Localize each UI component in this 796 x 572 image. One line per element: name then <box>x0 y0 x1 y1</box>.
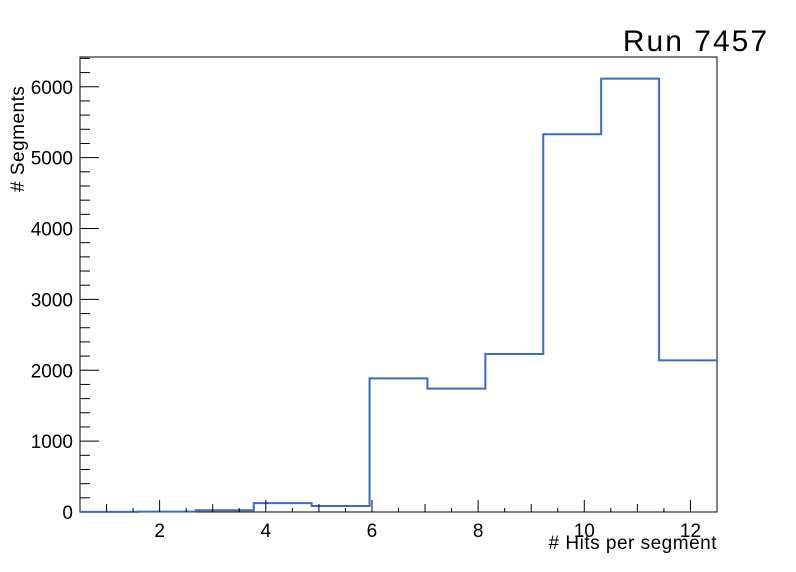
y-tick-label: 2000 <box>31 361 73 382</box>
y-tick-label: 0 <box>62 503 73 524</box>
x-tick-label: 10 <box>574 521 595 542</box>
y-tick-label: 5000 <box>31 149 73 170</box>
x-tick-label: 12 <box>680 521 701 542</box>
y-axis-title: # Segments <box>8 85 29 192</box>
x-tick-label: 8 <box>473 521 484 542</box>
y-tick-label: 3000 <box>31 290 73 311</box>
y-tick-label: 6000 <box>31 78 73 99</box>
x-axis-title: # Hits per segment <box>548 533 717 554</box>
x-tick-label: 4 <box>261 521 272 542</box>
plot-title: Run 7457 <box>622 25 769 58</box>
x-tick-label: 6 <box>367 521 378 542</box>
x-tick-label: 2 <box>154 521 165 542</box>
y-tick-label: 1000 <box>31 432 73 453</box>
histogram-line <box>80 77 717 513</box>
y-tick-labels: 0 1000 2000 3000 4000 5000 6000 <box>31 78 73 524</box>
x-axis-ticks <box>106 500 691 512</box>
y-axis-ticks <box>80 57 99 499</box>
plot-frame <box>79 56 718 513</box>
y-tick-label: 4000 <box>31 220 73 241</box>
x-tick-labels: 2 4 6 8 10 12 <box>154 521 701 542</box>
